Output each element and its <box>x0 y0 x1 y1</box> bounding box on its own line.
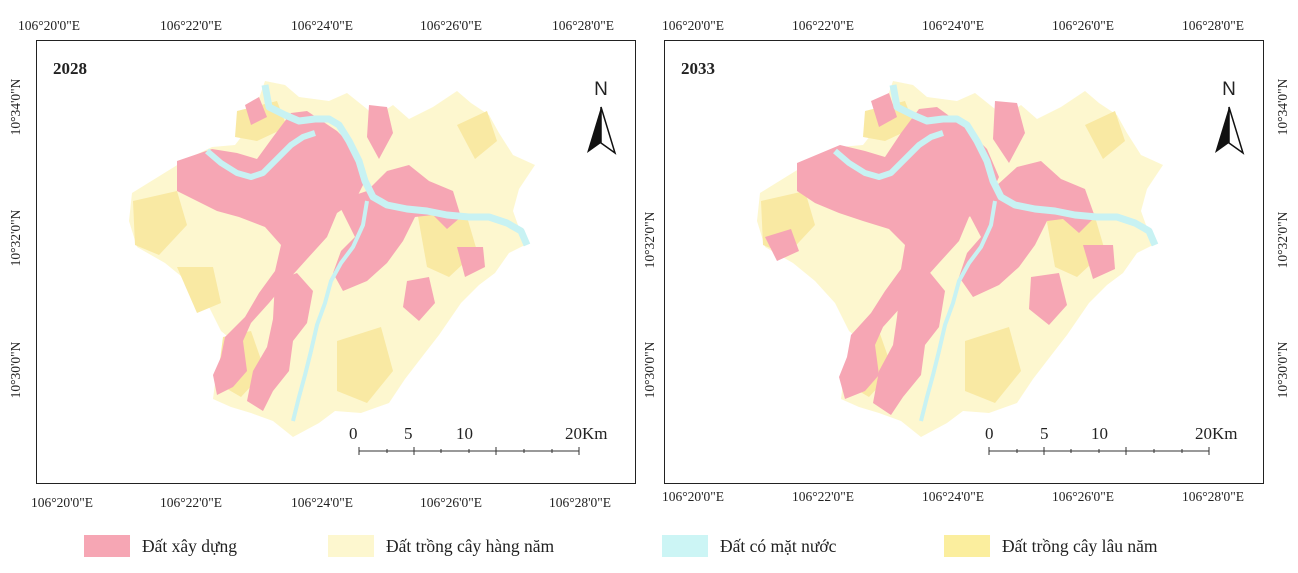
legend-swatch <box>944 535 990 557</box>
lon-tick-bottom: 106°28'0"E <box>548 495 612 510</box>
scale-bar: 0 5 10 20Km <box>977 424 1238 464</box>
scale-label: 20Km <box>1195 424 1238 443</box>
legend-item-annual-crop: Đất trồng cây hàng năm <box>328 532 554 560</box>
lat-tick-right: 10°30'0"N <box>1275 341 1290 399</box>
built-up-area <box>873 269 945 415</box>
lon-tick-top: 106°28'0"E <box>551 18 615 33</box>
perennial-patch <box>177 267 221 313</box>
year-label: 2028 <box>53 59 87 78</box>
built-up-area <box>333 165 461 291</box>
lon-tick-bottom: 106°22'0"E <box>159 495 223 510</box>
year-label: 2033 <box>681 59 715 78</box>
river <box>205 130 316 180</box>
lon-tick-top: 106°28'0"E <box>1181 18 1245 33</box>
land-use-map <box>757 81 1163 437</box>
lon-tick-top: 106°22'0"E <box>791 18 855 33</box>
built-up-area <box>177 111 367 395</box>
legend-item-perennial: Đất trồng cây lâu năm <box>944 532 1158 560</box>
lon-tick-bottom: 106°26'0"E <box>419 495 483 510</box>
legend-swatch <box>662 535 708 557</box>
lon-tick-top: 106°24'0"E <box>921 18 985 33</box>
scale-bar-line <box>988 447 1210 455</box>
north-arrow-icon <box>1215 106 1245 155</box>
legend-label: Đất trồng cây hàng năm <box>386 535 555 556</box>
lon-tick-top: 106°20'0"E <box>17 18 81 33</box>
lat-tick-left: 10°34'0"N <box>8 78 23 136</box>
legend-item-built: Đất xây dựng <box>84 532 237 560</box>
river <box>291 200 369 422</box>
lon-tick-top: 106°20'0"E <box>661 18 725 33</box>
north-arrow-icon <box>587 106 617 155</box>
lon-tick-bottom: 106°26'0"E <box>1051 489 1115 504</box>
perennial-patch <box>965 327 1021 403</box>
lon-tick-bottom: 106°28'0"E <box>1181 489 1245 504</box>
map-panel-2033: 2033 N 0 5 10 20Km <box>664 40 1264 484</box>
lon-tick-top: 106°26'0"E <box>419 18 483 33</box>
river <box>919 200 997 422</box>
legend-label: Đất có mặt nước <box>720 535 837 556</box>
scale-label: 0 <box>349 424 358 443</box>
built-up-area <box>367 105 393 159</box>
legend-label: Đất xây dựng <box>142 535 238 556</box>
perennial-patch <box>457 111 497 159</box>
lon-tick-top: 106°26'0"E <box>1051 18 1115 33</box>
scale-bar: 0 5 10 20Km <box>349 424 608 464</box>
river <box>261 84 531 247</box>
built-up-area <box>1029 273 1067 325</box>
lat-tick-right: 10°34'0"N <box>1275 78 1290 136</box>
built-up-area <box>247 273 313 411</box>
lat-tick-left: 10°32'0"N <box>8 209 23 267</box>
built-up-area <box>959 161 1095 297</box>
built-up-area <box>765 229 799 261</box>
lon-tick-top: 106°22'0"E <box>159 18 223 33</box>
north-arrow: N <box>581 79 621 159</box>
built-up-area <box>1083 245 1115 279</box>
map-panel-2028: 2028 N 0 5 10 20Km <box>36 40 636 484</box>
built-up-area <box>993 101 1025 163</box>
scale-label: 10 <box>1091 424 1108 443</box>
lon-tick-top: 106°24'0"E <box>290 18 354 33</box>
built-up-area <box>797 107 999 399</box>
lat-tick-left: 10°30'0"N <box>8 341 23 399</box>
legend-label: Đất trồng cây lâu năm <box>1002 535 1158 556</box>
built-up-area <box>457 247 485 277</box>
north-label: N <box>594 79 608 100</box>
built-up-area <box>871 93 897 127</box>
perennial-patch <box>1085 111 1125 159</box>
north-arrow: N <box>1209 79 1249 159</box>
legend-swatch <box>328 535 374 557</box>
scale-label: 0 <box>985 424 994 443</box>
built-up-area <box>245 97 267 125</box>
river <box>889 84 1159 247</box>
lat-tick-right: 10°32'0"N <box>1275 211 1290 269</box>
lon-tick-bottom: 106°22'0"E <box>791 489 855 504</box>
scale-label: 10 <box>456 424 473 443</box>
built-up-area <box>403 277 435 321</box>
scale-label: 20Km <box>565 424 608 443</box>
scale-bar-line <box>358 447 580 455</box>
legend-item-water: Đất có mặt nước <box>662 532 836 560</box>
scale-label: 5 <box>1040 424 1049 443</box>
scale-label: 5 <box>404 424 413 443</box>
lon-tick-bottom: 106°20'0"E <box>661 489 725 504</box>
lon-tick-bottom: 106°24'0"E <box>921 489 985 504</box>
north-label: N <box>1222 79 1236 100</box>
lon-tick-bottom: 106°20'0"E <box>30 495 94 510</box>
legend-swatch <box>84 535 130 557</box>
lat-tick-left: 10°30'0"N <box>642 341 657 399</box>
perennial-patch <box>337 327 393 403</box>
river <box>833 130 944 180</box>
land-use-map <box>129 81 535 437</box>
lon-tick-bottom: 106°24'0"E <box>290 495 354 510</box>
perennial-patch <box>133 191 187 255</box>
lat-tick-left: 10°32'0"N <box>642 211 657 269</box>
